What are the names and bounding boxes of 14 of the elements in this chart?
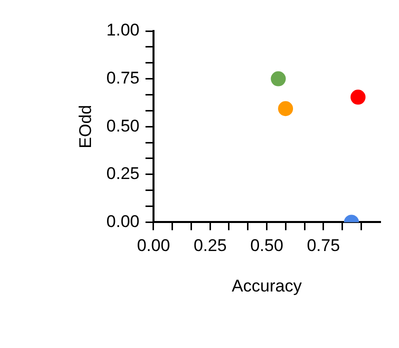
x-tick-label: 0.75: [306, 236, 340, 256]
y-tick-label: 0.25: [106, 164, 140, 184]
y-axis-title: EOdd: [76, 104, 95, 148]
x-axis-title: Accuracy: [232, 276, 302, 296]
y-tick-label: 0.50: [106, 116, 140, 136]
x-tick-label: 0.00: [136, 236, 170, 256]
point: [350, 90, 366, 105]
point: [278, 101, 294, 116]
y-tick-label: 0.75: [106, 68, 140, 88]
x-tick-label: 0.50: [250, 236, 284, 256]
x-tick-label: 0.25: [194, 236, 227, 256]
y-tick-label: 1.00: [106, 20, 140, 40]
point: [270, 71, 286, 86]
y-tick-label: 0.00: [106, 212, 140, 231]
